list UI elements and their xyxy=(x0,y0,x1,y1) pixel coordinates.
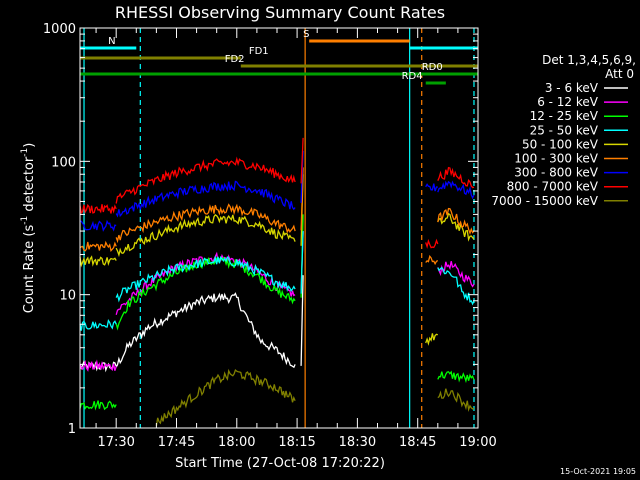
x-tick-label-19-00: 19:00 xyxy=(459,435,496,450)
series-line-25-50-kev-2 xyxy=(115,255,296,303)
series-line-25-50-kev-4 xyxy=(437,266,475,306)
legend-label-800-7000-kev: 800 - 7000 keV xyxy=(507,180,599,194)
series-line-25-50-kev-3 xyxy=(300,231,304,294)
x-axis-label: Start Time (27-Oct-08 17:20:22) xyxy=(175,456,385,471)
series-line-100-300-kev-3 xyxy=(300,167,304,231)
legend-label-7000-15000-kev: 7000 - 15000 keV xyxy=(491,194,598,208)
timestamp: 15-Oct-2021 19:05 xyxy=(560,467,636,476)
series-line-300-800-kev-1 xyxy=(79,219,117,232)
series-line-800-7000-kev-5 xyxy=(437,166,475,189)
series-line-100-300-kev-1 xyxy=(79,240,117,252)
series-line-12-25-kev-4 xyxy=(437,370,475,384)
chart-title: RHESSI Observing Summary Count Rates xyxy=(115,3,445,22)
series-line-800-7000-kev-4 xyxy=(425,238,439,249)
x-tick-label-18-45: 18:45 xyxy=(399,435,436,450)
x-tick-label-18-15: 18:15 xyxy=(278,435,315,450)
y-tick-label-1: 1 xyxy=(68,422,76,437)
series-line-7000-15000-kev-2 xyxy=(437,388,475,413)
series-line-25-50-kev-1 xyxy=(79,318,117,331)
y-axis-label: Count Rate (s-1 detector-1) xyxy=(20,143,37,314)
y-axis-label-part-2: -1 xyxy=(20,216,30,225)
y-axis-label-part-4: -1 xyxy=(20,148,30,157)
flag-label-fd1: FD1 xyxy=(249,46,269,57)
series-line-50-100-kev-2 xyxy=(115,214,296,258)
y-axis-label-part-5: ) xyxy=(22,143,37,148)
x-tick-label-18-00: 18:00 xyxy=(218,435,255,450)
legend-label-6-12-kev: 6 - 12 keV xyxy=(537,95,599,109)
plot-frame xyxy=(79,27,479,429)
series-line-100-300-kev-5 xyxy=(437,207,475,235)
y-tick-label-10: 10 xyxy=(59,289,76,304)
legend-header-line-2: Att 0 xyxy=(605,67,634,81)
x-tick-label-17-45: 17:45 xyxy=(158,435,195,450)
series-line-12-25-kev-2 xyxy=(115,256,296,331)
series-line-300-800-kev-5 xyxy=(437,180,475,200)
y-axis-label-part-3: detector xyxy=(22,156,37,216)
series-line-6-12-kev-1 xyxy=(79,359,117,372)
legend-label-100-300-kev: 100 - 300 keV xyxy=(514,152,598,166)
legend-label-3-6-kev: 3 - 6 keV xyxy=(545,81,599,95)
series-line-100-300-kev-2 xyxy=(115,203,296,244)
y-tick-label-1000: 1000 xyxy=(43,22,76,37)
y-tick-label-100: 100 xyxy=(51,155,76,170)
y-axis-label-part-1: Count Rate (s xyxy=(22,225,37,314)
series-line-300-800-kev-2 xyxy=(115,180,296,218)
series-line-800-7000-kev-2 xyxy=(115,156,296,204)
legend-label-300-800-kev: 300 - 800 keV xyxy=(514,166,598,180)
legend-header-line-1: Det 1,3,4,5,6,9, xyxy=(542,53,636,67)
series-line-100-300-kev-4 xyxy=(425,254,439,266)
series-line-50-100-kev-4 xyxy=(425,333,438,346)
series-line-800-7000-kev-3 xyxy=(300,137,304,184)
series-line-800-7000-kev-1 xyxy=(79,203,117,214)
series-line-7000-15000-kev-1 xyxy=(155,368,296,427)
series-line-3-6-kev-3 xyxy=(300,275,304,366)
series-line-12-25-kev-1 xyxy=(79,400,117,411)
legend-label-50-100-kev: 50 - 100 keV xyxy=(522,137,599,151)
legend-label-12-25-kev: 12 - 25 keV xyxy=(530,109,599,123)
series-line-300-800-kev-4 xyxy=(425,183,438,192)
flag-label-rd0: RD0 xyxy=(422,62,443,73)
flag-label-fd2: FD2 xyxy=(225,54,245,65)
flag-label-s: S xyxy=(303,29,309,40)
x-tick-label-17-30: 17:30 xyxy=(97,435,134,450)
flag-label-n: N xyxy=(108,36,115,47)
legend-label-25-50-kev: 25 - 50 keV xyxy=(530,123,599,137)
series-line-3-6-kev-2 xyxy=(115,292,296,369)
flag-label-rd4: RD4 xyxy=(402,71,423,82)
series-line-50-100-kev-5 xyxy=(437,212,475,242)
series-line-50-100-kev-1 xyxy=(79,255,117,268)
x-tick-label-18-30: 18:30 xyxy=(339,435,376,450)
